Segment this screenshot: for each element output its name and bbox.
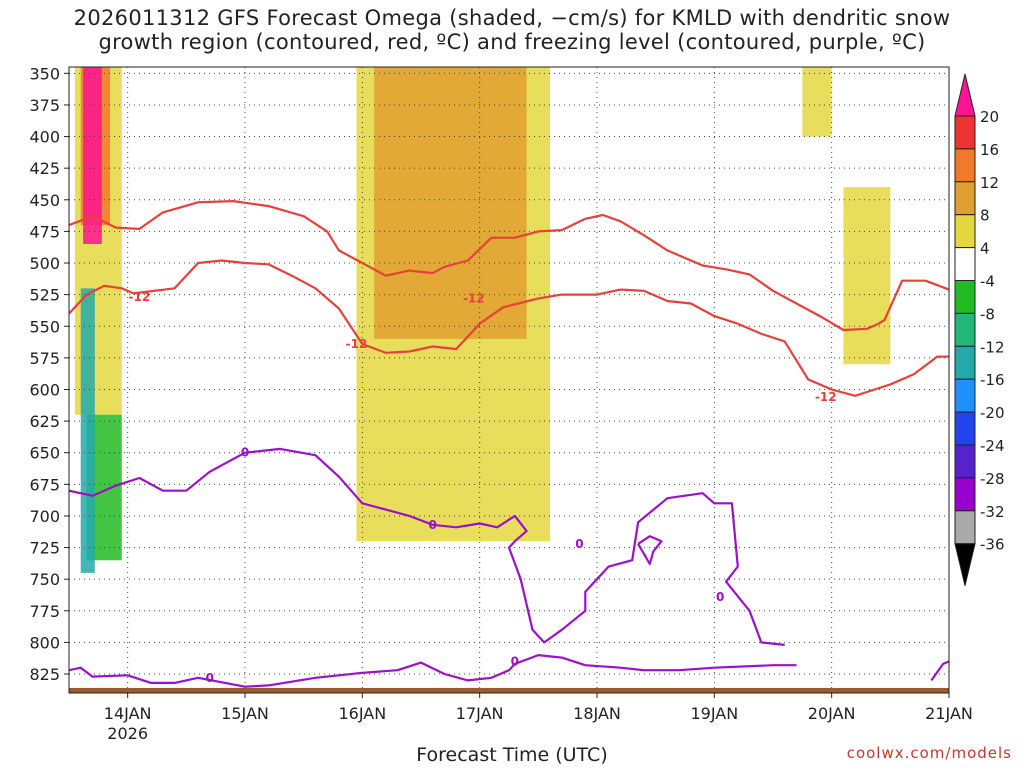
x-axis-ticks: 14JAN 15JAN 16JAN 17JAN 18JAN 19JAN 20JAN 21JAN… [104, 693, 973, 743]
colorbar-box-11 [954, 444, 976, 479]
colorbar-label-5: -4 [980, 273, 995, 291]
x-tick-label-6: 20JAN [808, 704, 856, 723]
chart-title-line2: growth region (contoured, red, ºC) and f… [98, 30, 926, 54]
colorbar-box-5 [954, 247, 976, 282]
colorbar-label-3: 8 [980, 207, 990, 225]
colorbar-label-13: -36 [980, 536, 1005, 554]
omega-shading [74, 67, 891, 573]
y-tick-label-15: 725 [29, 539, 60, 558]
y-tick-label-9: 575 [29, 349, 60, 368]
purple-contour-label-0-2: 0 [575, 537, 583, 551]
y-tick-label-11: 625 [29, 412, 60, 431]
chart-title: 2026011312 GFS Forecast Omega (shaded, −… [0, 6, 1024, 54]
y-tick-label-16: 750 [29, 570, 60, 589]
y-tick-label-7: 525 [29, 286, 60, 305]
y-tick-label-1: 375 [29, 96, 60, 115]
colorbar-label-6: -8 [980, 305, 995, 323]
colorbar-label-8: -16 [980, 371, 1005, 389]
colorbar-box-10 [954, 411, 976, 446]
y-tick-label-13: 675 [29, 475, 60, 494]
y-tick-label-17: 775 [29, 602, 60, 621]
omega-region-2 [83, 67, 102, 245]
chart-title-line1: 2026011312 GFS Forecast Omega (shaded, −… [73, 6, 951, 30]
y-tick-label-8: 550 [29, 317, 60, 336]
ground-fill [69, 687, 949, 693]
x-tick-label-2: 16JAN [338, 704, 386, 723]
colorbar-box-4 [954, 214, 976, 249]
purple-contour-0 [69, 447, 785, 646]
colorbar-box-7 [954, 312, 976, 347]
colorbar-box-9 [954, 378, 976, 413]
colorbar-label-12: -32 [980, 503, 1005, 521]
red-contour-0 [69, 200, 949, 332]
y-tick-label-6: 500 [29, 254, 60, 273]
credit-link[interactable]: coolwx.com/models [846, 744, 1012, 762]
surface-fill [69, 687, 949, 693]
colorbar-label-2: 12 [980, 174, 999, 192]
x-tick-label-7: 21JAN [925, 704, 973, 723]
colorbar-box-12 [954, 477, 976, 512]
purple-contour-2 [637, 535, 663, 566]
colorbar-label-11: -28 [980, 470, 1005, 488]
x-tick-label-4: 18JAN [573, 704, 621, 723]
y-tick-label-19: 825 [29, 665, 60, 684]
colorbar-top-triangle [954, 73, 976, 117]
y-tick-label-4: 450 [29, 191, 60, 210]
omega-region-8 [802, 67, 832, 137]
y-axis-ticks: 350 375 400 425 450 475 500 525 550 575 600 625 650 6… [29, 64, 69, 684]
x-tick-label-5: 19JAN [690, 704, 738, 723]
red-contour-label-1-2: -12 [463, 291, 485, 305]
y-tick-label-0: 350 [29, 64, 60, 83]
colorbar-box-1 [954, 115, 976, 150]
omega-region-7 [843, 187, 891, 365]
y-tick-label-3: 425 [29, 159, 60, 178]
colorbar-label-4: 4 [980, 240, 990, 258]
purple-contour-label-1-0: 0 [206, 671, 214, 685]
red-contour-label-1-1: -12 [346, 337, 368, 351]
omega-region-6 [374, 67, 527, 339]
x-tick-label-0: 14JAN [104, 704, 152, 723]
colorbar-label-10: -24 [980, 437, 1005, 455]
x-tick-label-3: 17JAN [456, 704, 504, 723]
temperature-contours [69, 200, 949, 688]
purple-contour-label-0-1: 0 [429, 518, 437, 532]
colorbar-label-9: -20 [980, 404, 1005, 422]
plot-frame [68, 66, 950, 694]
x-year-label: 2026 [107, 724, 148, 743]
red-contour-1 [69, 259, 949, 397]
omega-region-3 [86, 414, 122, 561]
purple-contour-label-0-0: 0 [241, 446, 249, 460]
purple-contour-label-1-1: 0 [511, 654, 519, 668]
colorbar-box-8 [954, 345, 976, 380]
colorbar-label-0: 20 [980, 108, 999, 126]
colorbar-label-1: 16 [980, 141, 999, 159]
purple-contour-label-0-3: 0 [716, 590, 724, 604]
colorbar-box-6 [954, 280, 976, 314]
x-tick-label-1: 15JAN [221, 704, 269, 723]
colorbar-bottom-triangle [954, 543, 976, 586]
colorbar-box-2 [954, 148, 976, 183]
y-tick-label-10: 600 [29, 380, 60, 399]
colorbar-box-13 [954, 510, 976, 545]
y-tick-label-14: 700 [29, 507, 60, 526]
y-tick-label-2: 400 [29, 128, 60, 147]
x-axis-label: Forecast Time (UTC) [416, 744, 608, 766]
colorbar-label-7: -12 [980, 338, 1005, 356]
gridlines [69, 67, 950, 693]
y-tick-label-18: 800 [29, 633, 60, 652]
colorbar: 20 16 12 8 4 -4 -8 -12 -16 -20 -24 -28 -32 -36 [954, 73, 1005, 586]
purple-contour-3 [930, 660, 949, 682]
colorbar-box-3 [954, 181, 976, 216]
red-contour-label-1-3: -12 [815, 390, 837, 404]
red-contour-label-1-0: -12 [129, 290, 151, 304]
y-tick-label-5: 475 [29, 222, 60, 241]
y-tick-label-12: 650 [29, 444, 60, 463]
purple-contour-1 [69, 654, 797, 688]
omega-region-4 [80, 288, 95, 573]
